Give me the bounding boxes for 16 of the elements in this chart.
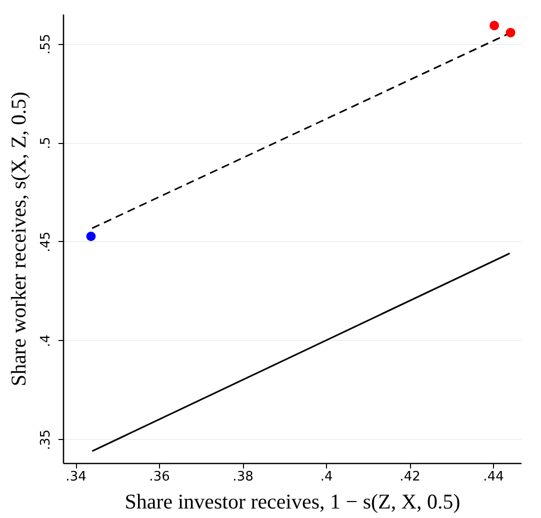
- y-axis-title: Share worker receives, s(X, Z, 0.5): [6, 92, 30, 386]
- point: [490, 20, 500, 30]
- x-tick-label: .34: [66, 470, 86, 484]
- point: [506, 28, 516, 38]
- y-tick-label: .45: [38, 232, 54, 252]
- x-tick-label: .44: [483, 470, 504, 484]
- y-tick-label: .5: [38, 136, 54, 150]
- x-tick-label: .36: [149, 470, 170, 484]
- x-axis-title: Share investor receives, 1 − s(Z, X, 0.5): [124, 490, 460, 514]
- x-tick-label: .38: [232, 470, 254, 484]
- y-tick-label: .55: [38, 34, 54, 55]
- y-tick-label: .35: [38, 429, 54, 450]
- y-tick-label: .4: [38, 334, 54, 348]
- point: [86, 232, 96, 242]
- x-tick-label: .4: [320, 470, 333, 484]
- x-tick-label: .42: [400, 470, 420, 484]
